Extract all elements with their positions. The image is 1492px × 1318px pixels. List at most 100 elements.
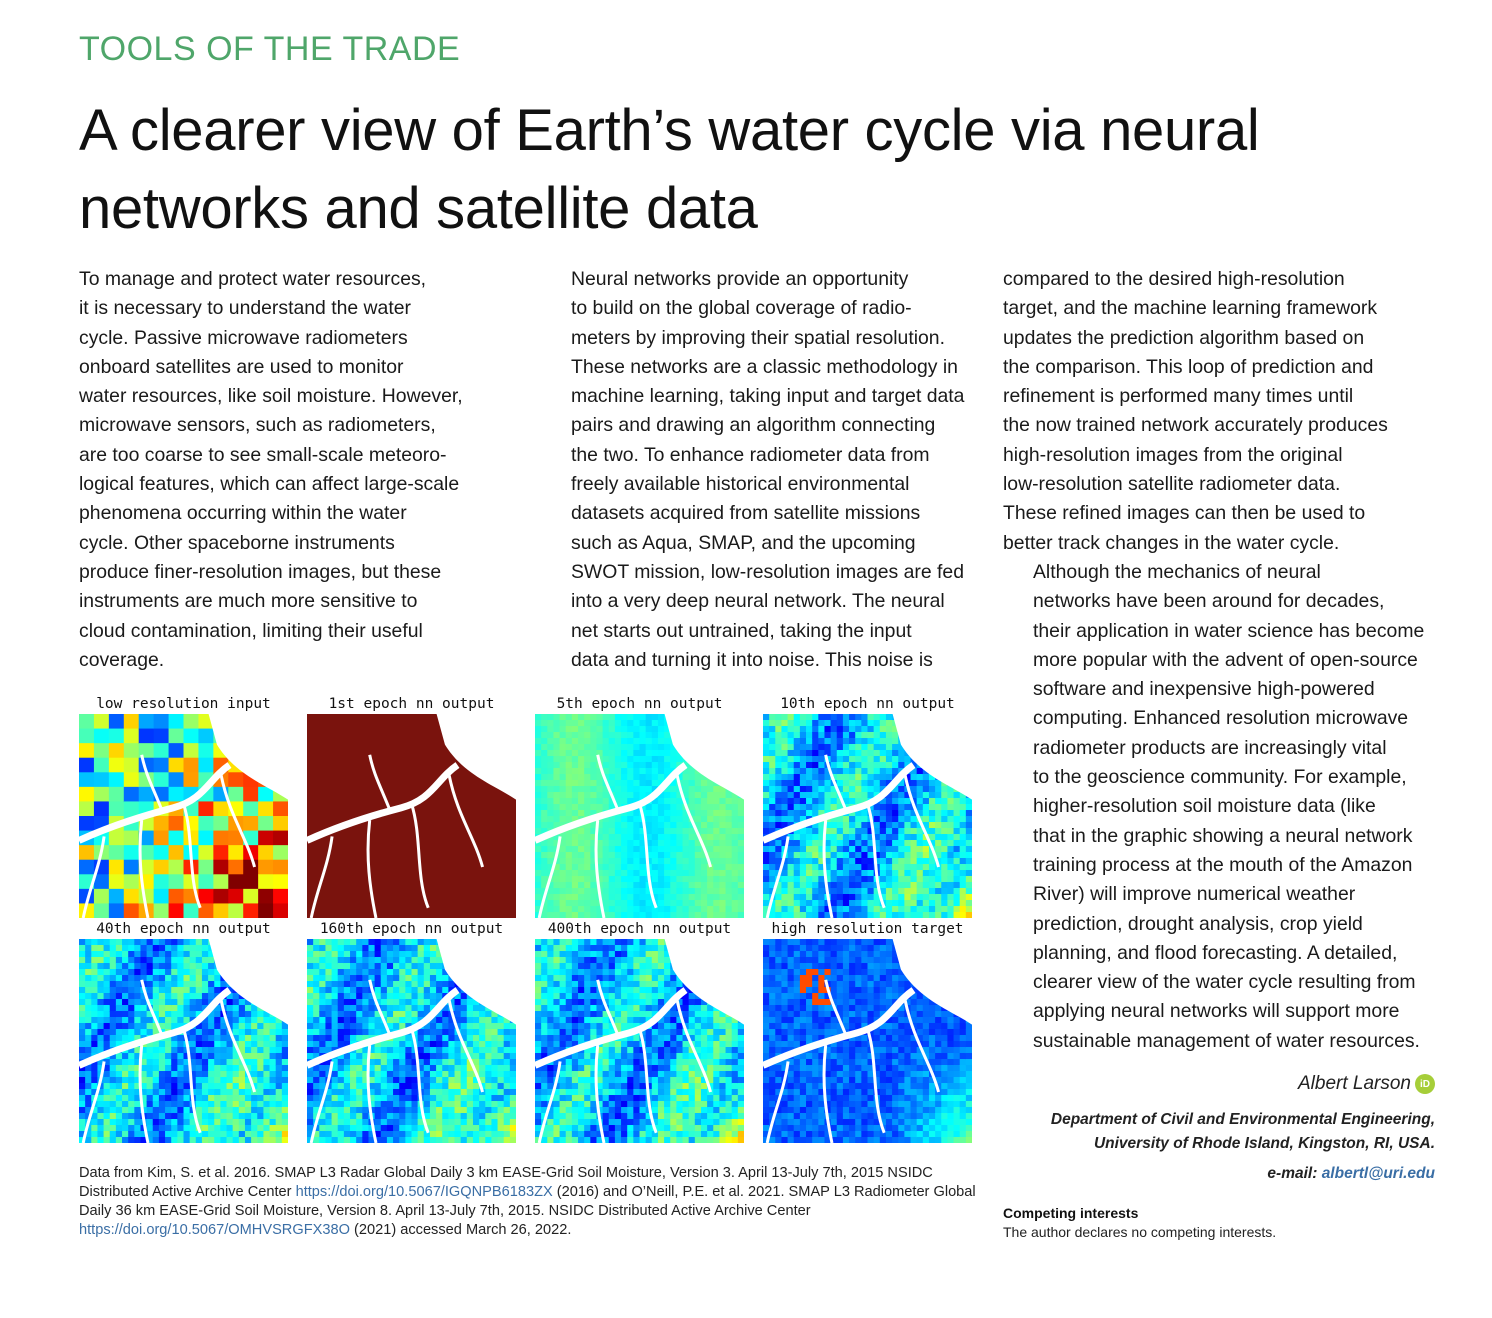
text-line: to build on the global coverage of radio… [571,297,912,320]
author-name: Albert Larson [1297,1073,1411,1094]
competing-interests-text: The author declares no competing interes… [1003,1224,1277,1240]
figure-panel: 160th epoch nn output [307,919,516,1143]
email-label: e-mail: [1267,1165,1322,1182]
text-line: are too coarse to see small-scale meteor… [79,443,447,466]
affiliation-line-2: University of Rhode Island, Kingston, RI… [1093,1135,1435,1152]
text-line: produce finer-resolution images, but the… [79,560,442,583]
text-line: to the geoscience community. For example… [1033,766,1407,789]
figure-panel: 1st epoch nn output [307,694,516,918]
text-line: the comparison. This loop of prediction … [1003,355,1374,378]
text-line: target, and the machine learning framewo… [1003,297,1378,320]
map-image [307,939,516,1143]
panel-title: 400th epoch nn output [547,921,732,937]
map-image [307,714,516,918]
text-line: networks have been around for decades, [1033,590,1385,613]
text-line: net starts out untrained, taking the inp… [571,619,912,642]
text-line: microwave sensors, such as radiometers, [79,414,436,437]
figure-panel: 10th epoch nn output [763,694,972,918]
text-line: into a very deep neural network. The neu… [571,590,945,613]
panel-title: 40th epoch nn output [96,921,271,937]
panel-title: 10th epoch nn output [780,696,955,712]
column-3: compared to the desired high-resolution t… [1003,265,1443,1056]
column-2-paragraph: Neural networks provide an opportunity to… [541,265,981,675]
text-line: software and inexpensive high-powered [1033,678,1375,701]
training-figure: low resolution input 1st epoch nn output 5… [79,694,973,1154]
column-1-paragraph: To manage and protect water resources, it… [79,265,509,675]
figure-caption: Data from Kim, S. et al. 2016. SMAP L3 R… [79,1164,979,1240]
text-line: coverage. [79,648,165,671]
text-line: better track changes in the water cycle. [1003,531,1340,554]
text-line: meters by improving their spatial resolu… [571,326,945,349]
panel-title: 160th epoch nn output [319,921,504,937]
caption-text-2: (2016) and O’Neill, P.E. et al. 2021. SM… [79,1184,976,1219]
text-line: To manage and protect water resources, [79,268,427,290]
figure-panel: low resolution input [79,694,288,918]
competing-interests-heading: Competing interests [1003,1205,1139,1221]
text-line: that in the graphic showing a neural net… [1033,824,1413,847]
email-link[interactable]: albertl@uri.edu [1321,1165,1435,1182]
text-line: applying neural networks will support mo… [1033,1000,1400,1023]
section-tag: TOOLS OF THE TRADE [79,30,461,68]
text-line: their application in water science has b… [1033,619,1425,642]
text-line: datasets acquired from satellite mission… [571,502,921,525]
map-image [535,939,744,1143]
text-line: River) will improve numerical weather [1033,883,1356,906]
figure-panel: 40th epoch nn output [79,919,288,1143]
text-line: more popular with the advent of open-sou… [1033,648,1418,671]
text-line: the two. To enhance radiometer data from [571,443,930,466]
text-line: higher-resolution soil moisture data (li… [1033,795,1376,818]
map-image [763,714,972,918]
affiliation-line-1: Department of Civil and Environmental En… [1050,1111,1435,1128]
map-image [79,939,288,1143]
caption-link-1[interactable]: https://doi.org/10.5067/IGQNPB6183ZX [295,1184,553,1200]
column-3-paragraph-2: Although the mechanics of neural networks… [1003,558,1443,1056]
figure-panel: 5th epoch nn output [535,694,744,918]
figure-panel: 400th epoch nn output [535,919,744,1143]
author-email: e-mail: albertl@uri.edu [1267,1165,1435,1183]
panel-title: high resolution target [771,921,964,937]
text-line: cycle. Passive microwave radiometers [79,326,408,349]
text-line: logical features, which can affect large… [79,473,460,496]
text-line: high-resolution images from the original [1003,443,1343,466]
text-line: These networks are a classic methodology… [571,355,958,378]
text-line: water resources, like soil moisture. How… [79,385,463,408]
text-line: onboard satellites are used to monitor [79,355,404,378]
orcid-icon[interactable]: iD [1415,1074,1435,1094]
headline: A clearer view of Earth’s water cycle vi… [79,98,1260,241]
text-line: machine learning, taking input and targe… [571,385,965,408]
map-image [763,939,972,1143]
text-line: sustainable management of water resource… [1033,1029,1420,1052]
text-line: the now trained network accurately produ… [1003,414,1388,437]
text-line: low-resolution satellite radiometer data… [1003,473,1341,496]
author-affiliation: Department of Civil and Environmental En… [1051,1108,1435,1156]
text-line: cycle. Other spaceborne instruments [79,531,395,554]
text-line: such as Aqua, SMAP, and the upcoming [571,531,916,554]
text-line: radiometer products are increasingly vit… [1033,736,1387,759]
map-image [535,714,744,918]
text-line: updates the prediction algorithm based o… [1003,326,1365,349]
column-2: Neural networks provide an opportunity to… [541,265,981,675]
text-line: pairs and drawing an algorithm connectin… [571,414,936,437]
caption-link-2[interactable]: https://doi.org/10.5067/OMHVSRGFX38O [79,1222,350,1238]
text-line: compared to the desired high-resolution [1003,268,1345,290]
map-image [79,714,288,918]
text-line: training process at the mouth of the Ama… [1033,853,1413,876]
text-line: freely available historical environmenta… [571,473,910,496]
text-line: cloud contamination, limiting their usef… [79,619,423,642]
text-line: prediction, drought analysis, crop yield [1033,912,1363,935]
panel-title: low resolution input [96,696,271,712]
author-byline: Albert Larson iD [1298,1073,1435,1095]
text-line: data and turning it into noise. This noi… [571,648,933,671]
panel-title: 5th epoch nn output [556,696,723,712]
column-1: To manage and protect water resources, it… [79,265,509,675]
text-line: These refined images can then be used to [1003,502,1366,525]
text-line: Although the mechanics of neural [1033,560,1321,583]
text-line: instruments are much more sensitive to [79,590,418,613]
text-line: phenomena occurring within the water [79,502,407,525]
figure-panel: high resolution target [763,919,972,1143]
text-line: it is necessary to understand the water [79,297,411,320]
text-line: Neural networks provide an opportunity [571,268,909,290]
caption-text-3: (2021) accessed March 26, 2022. [349,1222,572,1238]
text-line: SWOT mission, low-resolution images are … [571,560,964,583]
text-line: clearer view of the water cycle resultin… [1033,971,1416,994]
